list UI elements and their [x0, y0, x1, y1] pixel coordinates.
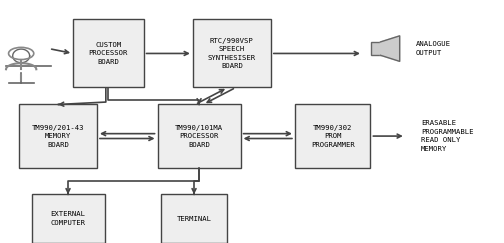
Bar [193, 19, 271, 87]
Bar [161, 194, 227, 243]
Text: TM990/101MA
PROCESSOR
BOARD: TM990/101MA PROCESSOR BOARD [175, 125, 223, 148]
Polygon shape [381, 36, 400, 61]
Text: TM990/201-43
MEMORY
BOARD: TM990/201-43 MEMORY BOARD [32, 125, 84, 148]
Text: TM990/302
PROM
PROGRAMMER: TM990/302 PROM PROGRAMMER [311, 125, 354, 148]
Bar [73, 19, 144, 87]
Bar [32, 194, 105, 243]
Bar [157, 104, 241, 168]
Bar [295, 104, 370, 168]
Text: RTC/990VSP
SPEECH
SYNTHESISER
BOARD: RTC/990VSP SPEECH SYNTHESISER BOARD [208, 38, 256, 69]
Bar [19, 104, 97, 168]
Text: ERASABLE
PROGRAMMABLE
READ ONLY
MEMORY: ERASABLE PROGRAMMABLE READ ONLY MEMORY [421, 120, 473, 152]
Text: EXTERNAL
COMPUTER: EXTERNAL COMPUTER [50, 211, 86, 226]
Text: TERMINAL: TERMINAL [176, 216, 212, 222]
Bar [371, 42, 381, 55]
Text: ANALOGUE
OUTPUT: ANALOGUE OUTPUT [416, 41, 451, 56]
Text: CUSTOM
PROCESSOR
BOARD: CUSTOM PROCESSOR BOARD [89, 42, 128, 65]
